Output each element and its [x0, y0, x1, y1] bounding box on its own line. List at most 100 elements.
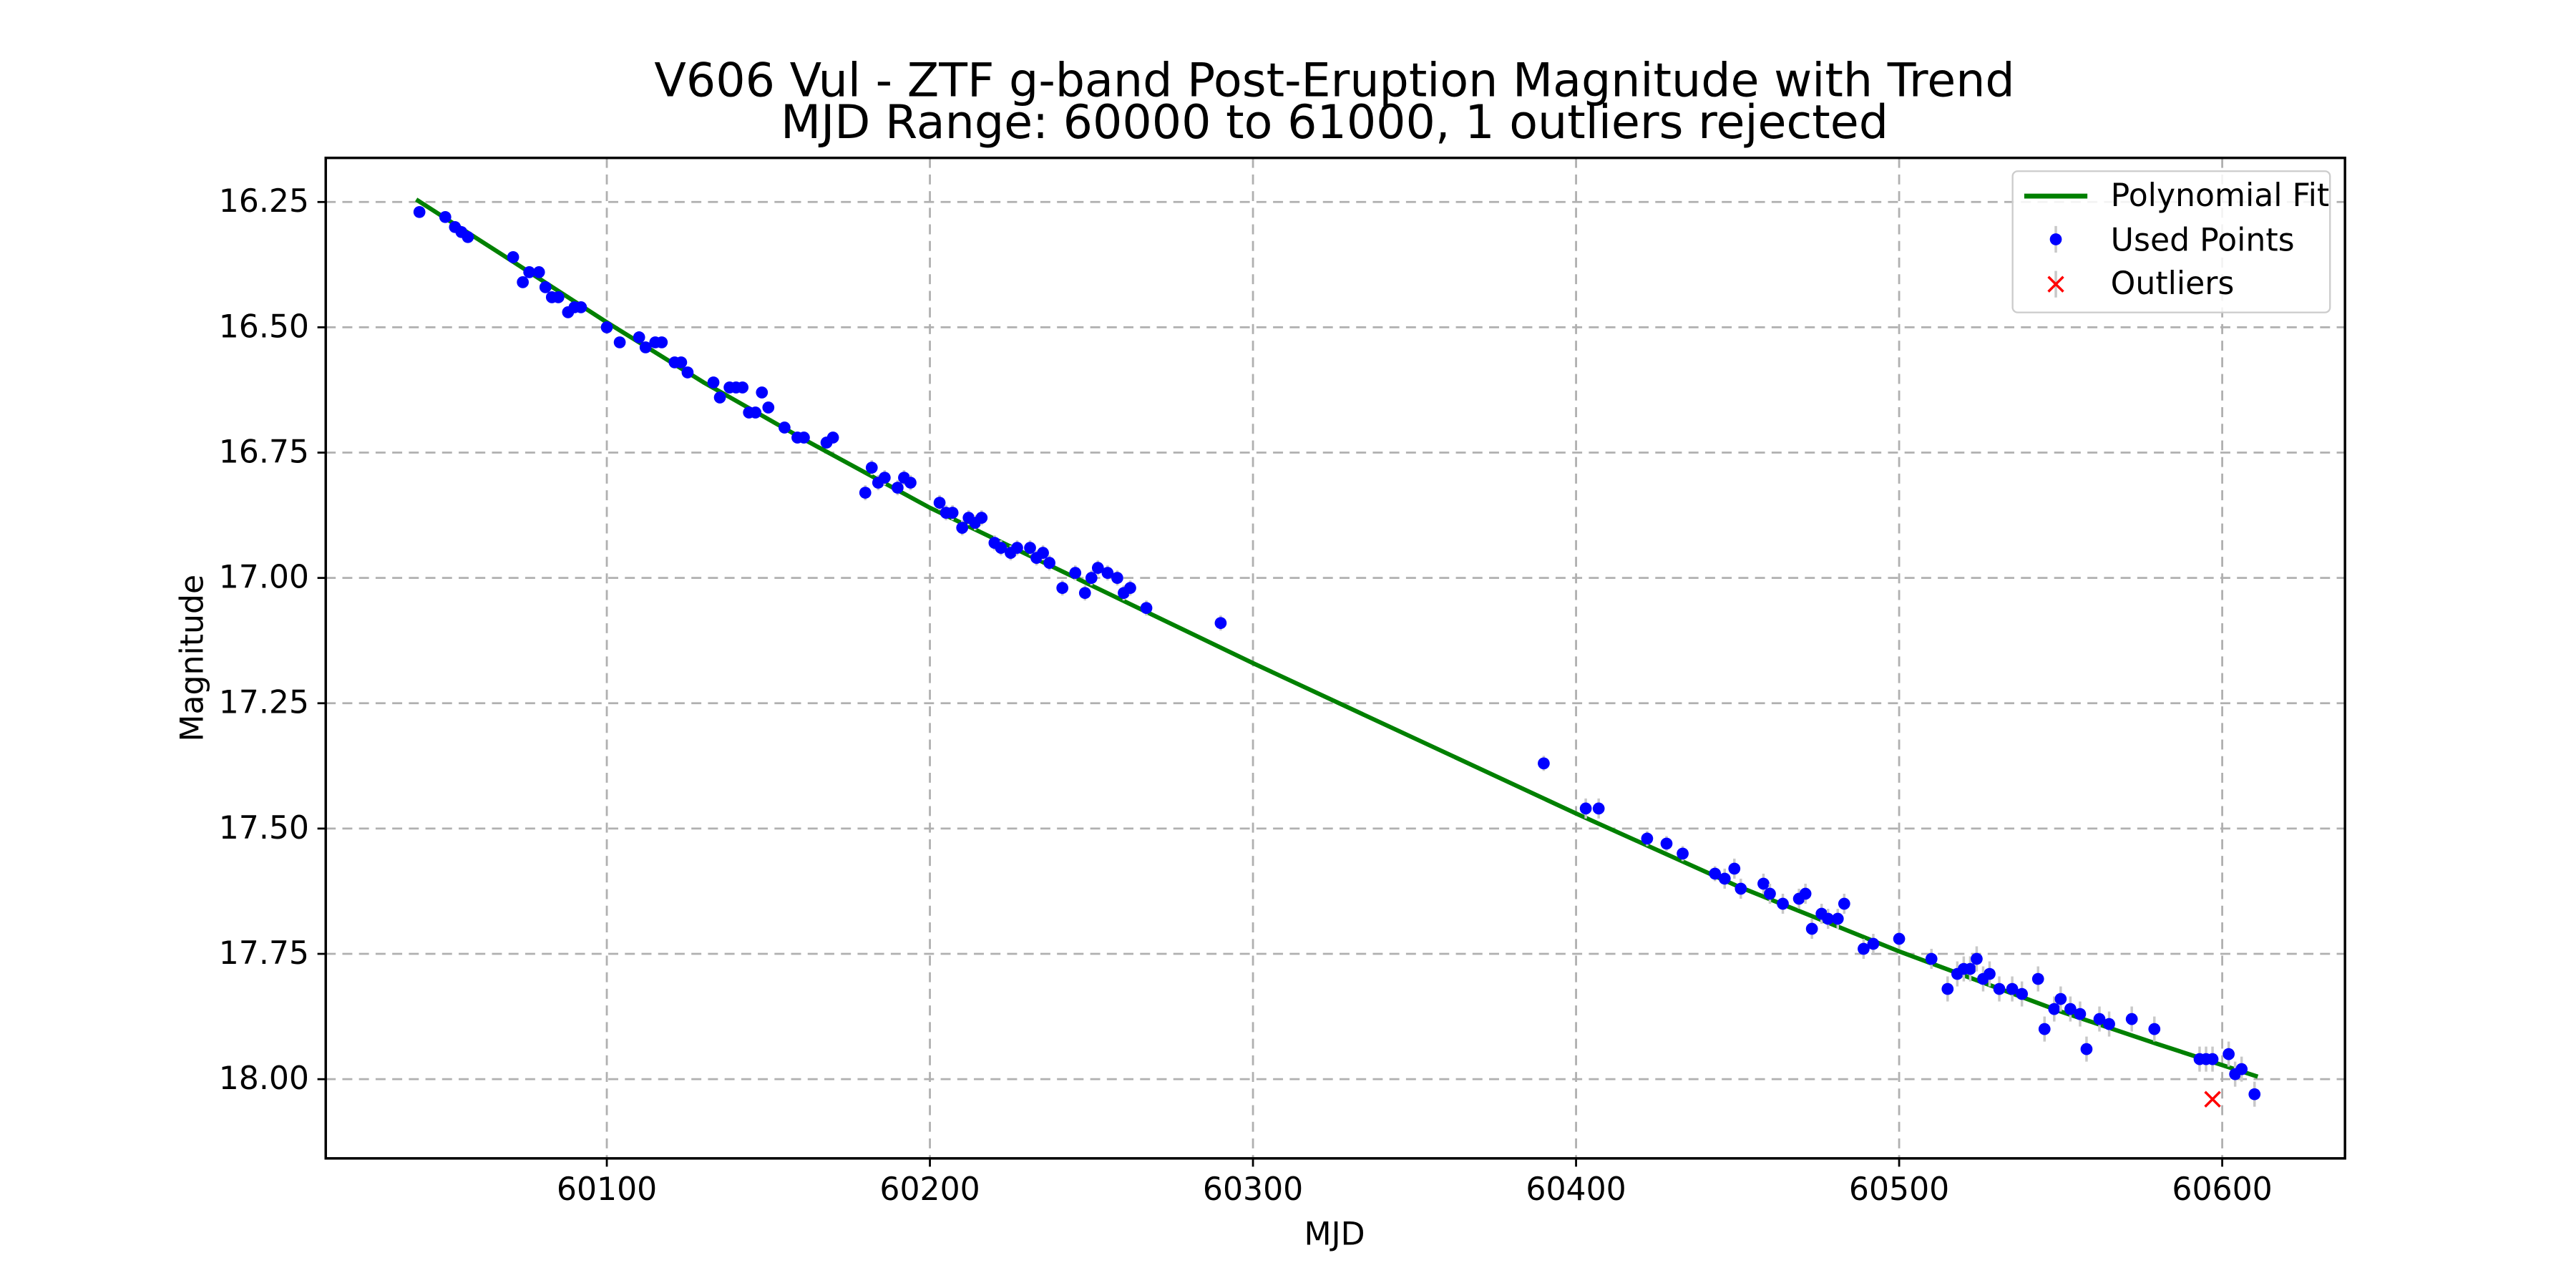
data-point [826, 431, 839, 444]
data-point [762, 401, 775, 414]
y-tick-label: 16.75 [219, 434, 309, 470]
data-point [1984, 967, 1996, 980]
chart-title: V606 Vul - ZTF g-band Post-Eruption Magn… [654, 54, 2014, 108]
data-point [2006, 982, 2019, 995]
data-point [1764, 887, 1776, 900]
data-point [1831, 912, 1844, 925]
data-point [713, 391, 726, 404]
data-point [956, 522, 969, 534]
data-point [1993, 982, 2006, 995]
data-point [1069, 567, 1082, 580]
data-point [532, 265, 545, 278]
data-point [1867, 937, 1880, 950]
data-point [523, 265, 536, 278]
legend-used-swatch [2049, 233, 2062, 245]
x-tick-label: 60600 [2172, 1171, 2272, 1208]
data-point [675, 356, 688, 369]
data-point [1024, 542, 1036, 554]
data-point [1091, 562, 1104, 575]
y-tick-label: 17.50 [219, 810, 309, 847]
data-point [462, 230, 474, 243]
data-point [995, 542, 1008, 554]
x-axis-label: MJD [1304, 1216, 1365, 1253]
data-point [2080, 1043, 2093, 1055]
data-point [552, 291, 565, 303]
y-tick-label: 16.50 [219, 308, 309, 345]
data-point [1858, 942, 1870, 955]
x-tick-label: 60500 [1849, 1171, 1949, 1208]
data-point [1056, 582, 1069, 595]
data-point [681, 366, 694, 379]
data-point [1735, 882, 1747, 895]
data-point [1579, 802, 1592, 815]
data-point [517, 276, 530, 288]
data-point [1111, 572, 1123, 585]
y-axis-ticks: 16.25 16.50 16.75 17.00 17.25 17.50 17.75 18.00 [219, 183, 326, 1097]
data-point [655, 336, 668, 348]
data-point [575, 301, 587, 313]
data-point [892, 482, 904, 494]
data-point [2248, 1088, 2261, 1101]
data-point [1660, 837, 1673, 850]
data-point [2093, 1013, 2106, 1025]
data-point [975, 512, 988, 524]
data-point [1043, 557, 1055, 570]
legend-fit-label: Polynomial Fit [2111, 177, 2330, 214]
data-point [933, 497, 946, 509]
outlier-stroke [2204, 1091, 2221, 1108]
data-point [1925, 952, 1938, 965]
data-point [1214, 617, 1227, 630]
data-point [1011, 542, 1023, 554]
x-axis-ticks: 60100 60200 60300 60400 60500 60600 [557, 1158, 2273, 1208]
data-point [439, 210, 452, 223]
data-point [1709, 867, 1722, 880]
legend-outlier-swatch [2047, 275, 2064, 293]
data-point [1838, 897, 1850, 910]
data-point [1078, 587, 1091, 600]
y-tick-label: 17.00 [219, 560, 309, 596]
data-point [1893, 932, 1906, 945]
data-point [859, 487, 872, 499]
data-point [2103, 1018, 2115, 1030]
outlier-layer [2204, 1091, 2221, 1108]
data-point [878, 472, 891, 484]
data-point [2064, 1002, 2077, 1015]
y-axis-label: Magnitude [174, 575, 210, 742]
x-tick-label: 60400 [1526, 1171, 1626, 1208]
y-tick-label: 17.25 [219, 685, 309, 721]
chart-subtitle: MJD Range: 60000 to 61000, 1 outliers re… [781, 96, 1888, 150]
data-point [539, 281, 552, 293]
data-point [1805, 922, 1818, 935]
data-point [749, 406, 762, 419]
data-point [798, 431, 810, 444]
data-point [639, 341, 652, 353]
points-layer [413, 205, 2261, 1107]
data-point [1971, 952, 1983, 965]
data-point [507, 250, 519, 263]
data-point [736, 381, 749, 394]
legend: Polynomial Fit Used Points Outliers [2011, 170, 2331, 313]
data-point [1941, 982, 1954, 995]
data-point [707, 376, 720, 389]
data-point [1799, 887, 1812, 900]
data-point [613, 336, 626, 348]
y-tick-label: 16.25 [219, 183, 309, 220]
legend-used-label: Used Points [2111, 223, 2295, 259]
data-point [1037, 547, 1049, 559]
data-point [2074, 1008, 2087, 1020]
outlier-point [2204, 1091, 2221, 1108]
x-tick-label: 60100 [557, 1171, 657, 1208]
data-point [2125, 1013, 2138, 1025]
data-point [2048, 1002, 2061, 1015]
data-point [2054, 992, 2067, 1005]
data-point [600, 321, 613, 333]
data-point [1728, 862, 1741, 875]
data-point [1777, 897, 1789, 910]
data-point [1964, 962, 1976, 975]
data-point [2038, 1023, 2051, 1035]
data-point [2148, 1023, 2161, 1035]
grid-layer [326, 157, 2346, 1158]
data-point [865, 462, 878, 474]
